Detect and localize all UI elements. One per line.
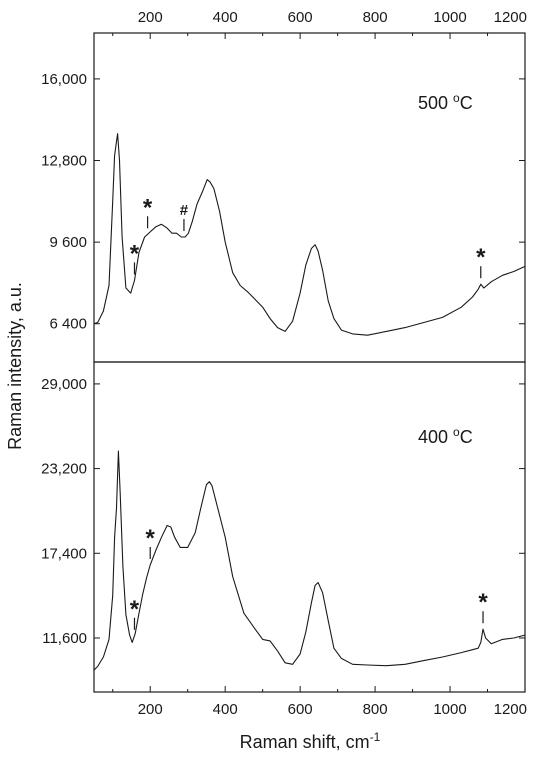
panel-label-value: 500 [418, 93, 453, 113]
panel-400C: 11,600 17,400 23,200 29,000 * * * 400 oC [41, 361, 526, 693]
x-tick-label-top: 200 [138, 9, 163, 26]
panel-label-value: 400 [418, 427, 453, 447]
x-tick-label-top: 800 [363, 9, 388, 26]
x-tick-label-bottom: 400 [213, 701, 238, 718]
spectrum-400C-line [93, 450, 526, 671]
peak-annotations-top: ** #* [130, 194, 486, 279]
y-tick-labels-bottom: 11,600 17,400 23,200 29,000 [41, 376, 87, 647]
y-tick-label: 12,800 [41, 153, 87, 170]
annotation-asterisk: * [143, 194, 153, 221]
x-tick-label-bottom: 200 [138, 701, 163, 718]
y-tick-label: 11,600 [42, 630, 87, 647]
panel-frame-bottom [93, 361, 526, 693]
x-tick-label-top: 600 [288, 9, 313, 26]
x-tick-label-bottom: 600 [288, 701, 313, 718]
y-tick-labels-top: 6 400 9 600 12,800 16,000 [41, 71, 87, 333]
y-axis-title: Raman intensity, a.u. [5, 282, 25, 450]
annotation-asterisk: * [130, 240, 140, 267]
x-tick-label-bottom: 800 [363, 701, 388, 718]
panel-label-degree: o [453, 425, 460, 439]
y-tick-label: 23,200 [41, 461, 87, 478]
x-tick-label-top: 1000 [433, 9, 466, 26]
annotation-hash: # [180, 202, 189, 219]
panel-frame-top [93, 32, 526, 363]
panel-label-unit: C [460, 427, 473, 447]
y-tick-label: 9 600 [49, 234, 87, 251]
tick-marks-top [94, 33, 526, 325]
spectrum-500C-line [93, 133, 526, 336]
x-tick-labels-bottom: 200 400 600 800 1000 1200 [138, 701, 527, 718]
x-axis-title-superscript: -1 [370, 730, 381, 744]
annotation-asterisk: * [476, 244, 486, 271]
y-tick-label: 6 400 [49, 316, 87, 333]
tick-marks-bottom [94, 383, 526, 692]
annotation-asterisk: * [130, 596, 140, 623]
panel-label-degree: o [453, 91, 460, 105]
y-tick-label: 29,000 [41, 376, 87, 393]
x-tick-label-top: 1200 [494, 9, 527, 26]
panel-label-unit: C [460, 93, 473, 113]
annotation-asterisk: * [146, 525, 156, 552]
x-tick-labels-top: 200 400 600 800 1000 1200 [138, 9, 527, 26]
x-axis-title: Raman shift, cm-1 [240, 730, 381, 752]
peak-annotations-bottom: * * * [130, 525, 488, 630]
panel-label-400C: 400 oC [418, 425, 473, 447]
x-tick-label-top: 400 [213, 9, 238, 26]
x-tick-label-bottom: 1200 [494, 701, 527, 718]
y-tick-label: 17,400 [41, 545, 87, 562]
panel-label-500C: 500 oC [418, 91, 473, 113]
y-tick-label: 16,000 [41, 71, 87, 88]
x-tick-label-bottom: 1000 [433, 701, 466, 718]
annotation-asterisk: * [478, 589, 488, 616]
